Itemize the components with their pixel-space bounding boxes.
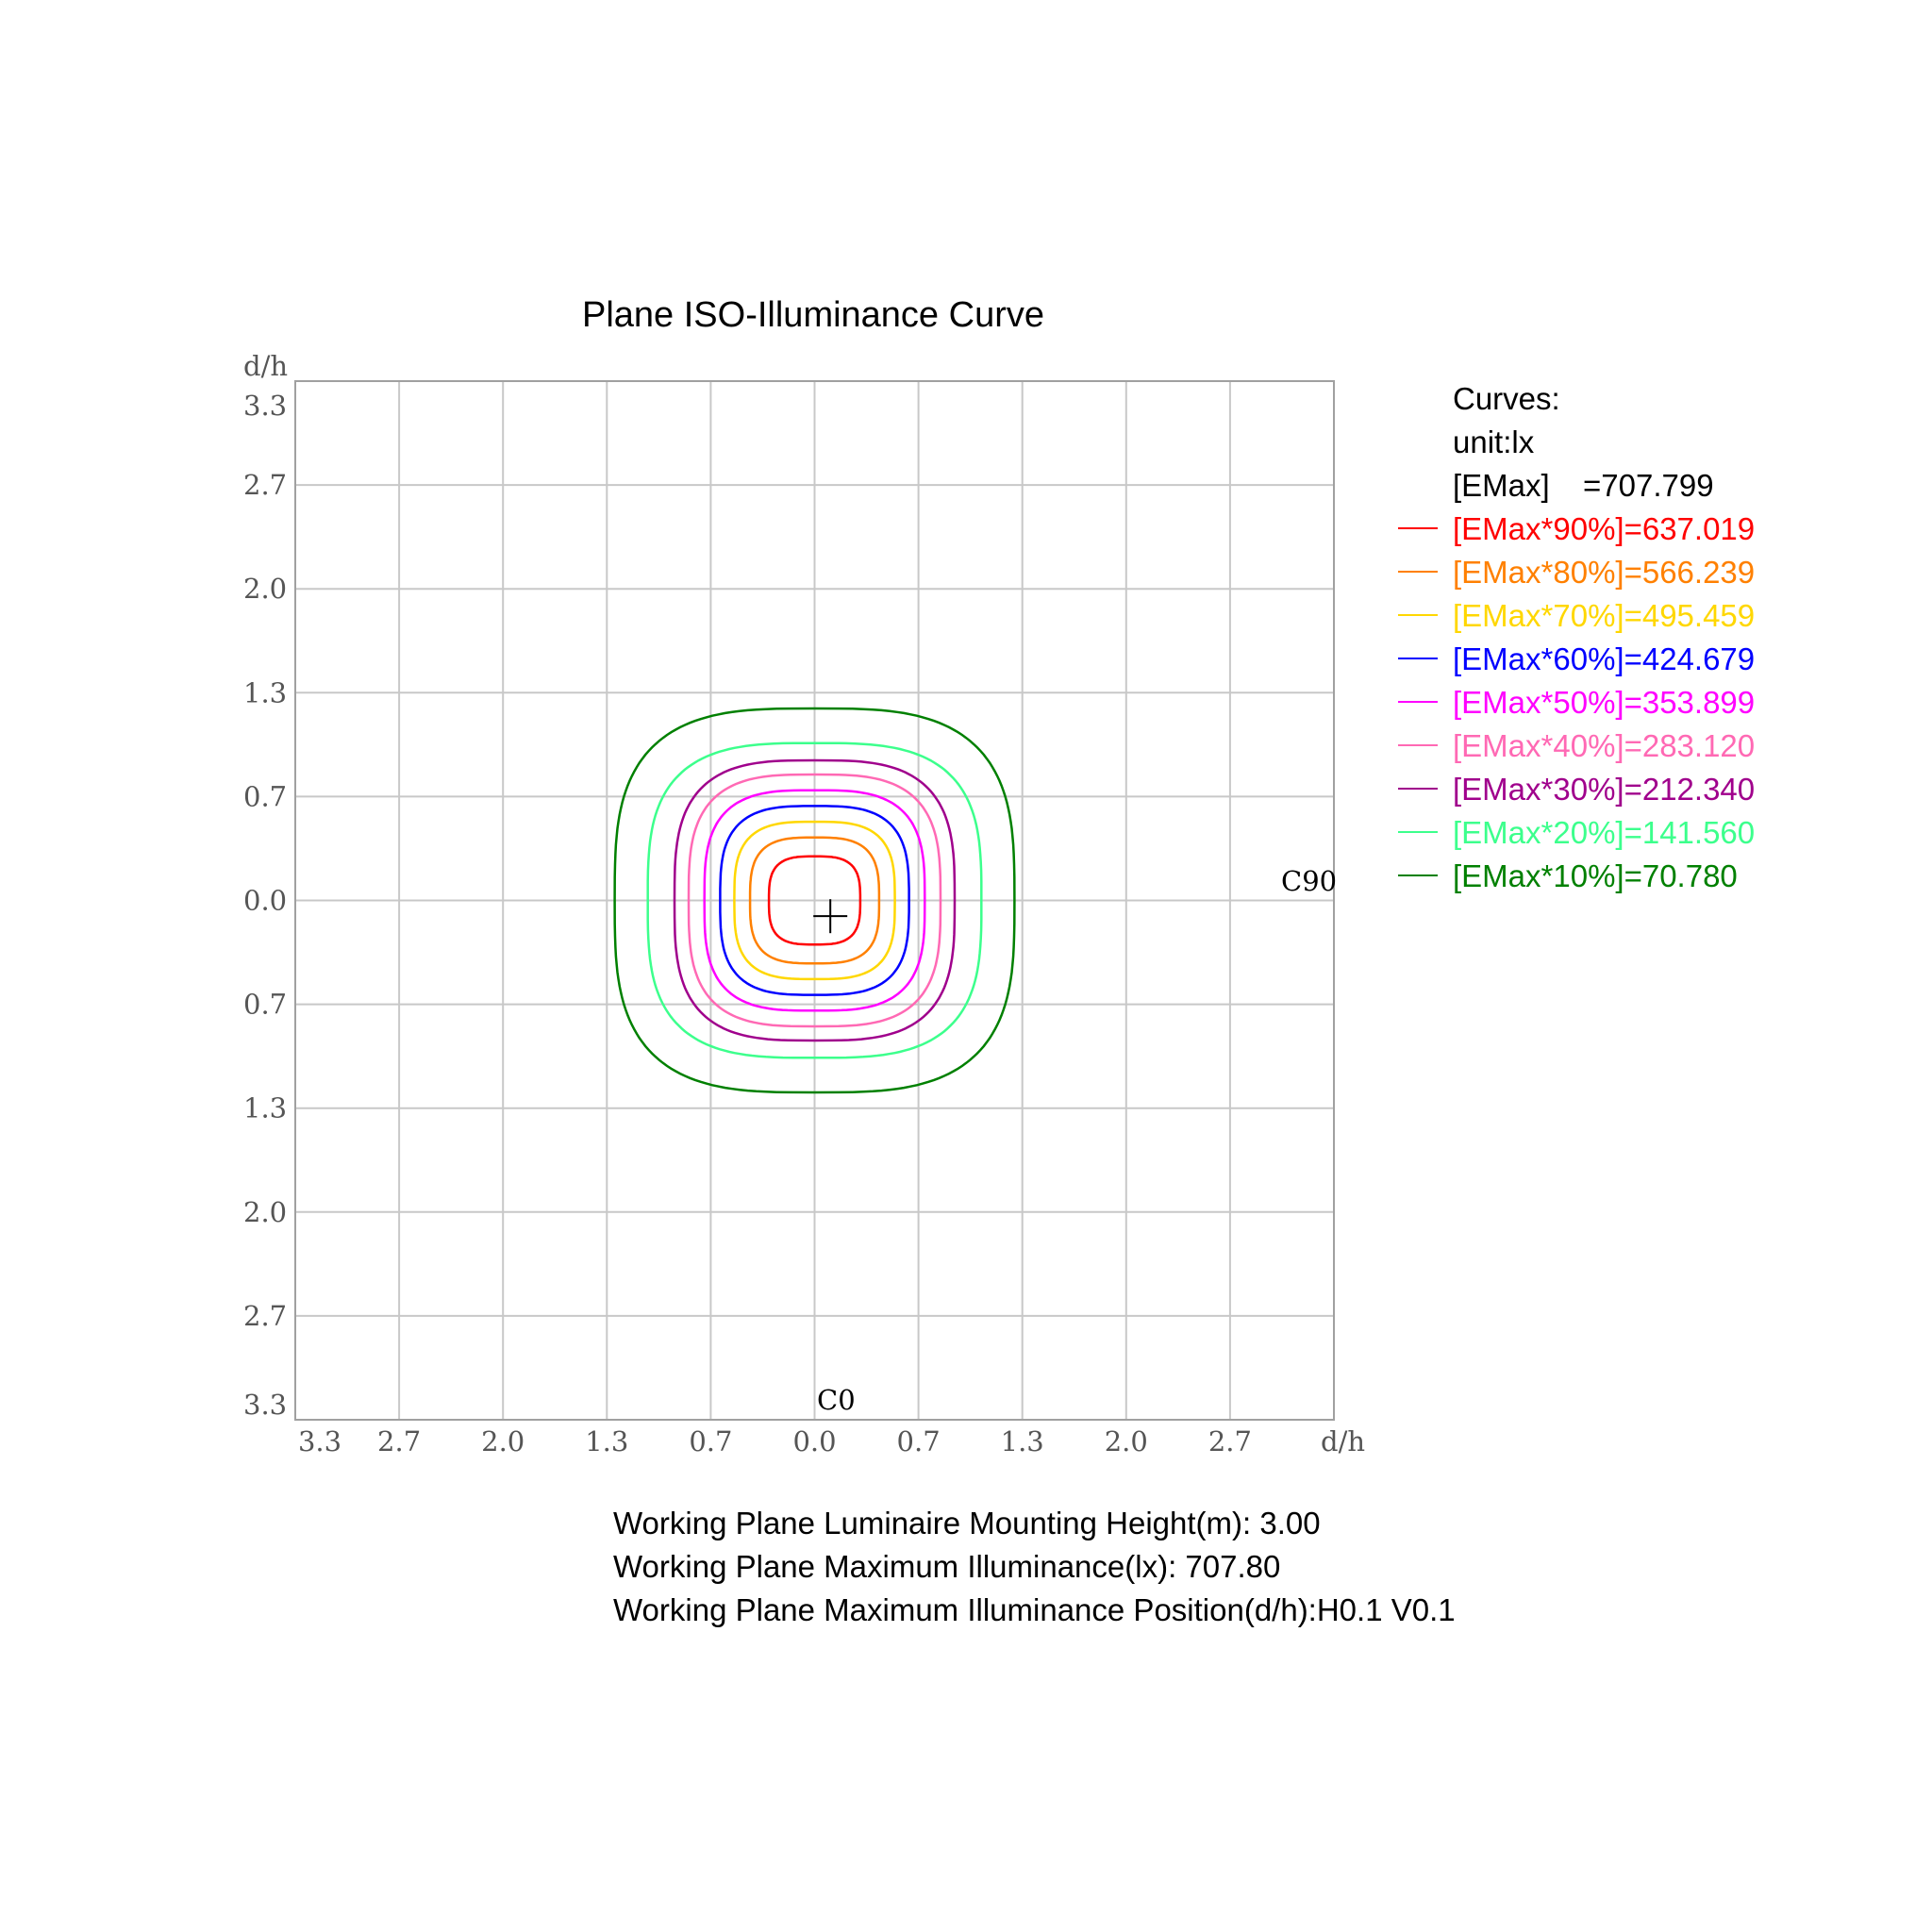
y-tick-label: 0.7 — [243, 780, 287, 812]
legend-emax-value: =707.799 — [1583, 468, 1714, 503]
y-tick-label: 2.0 — [243, 573, 287, 605]
contour-20-percent — [646, 741, 983, 1059]
plot-grid — [295, 381, 1334, 1420]
contour-90-percent — [767, 855, 862, 946]
legend-item-label: [EMax*90%]=637.019 — [1453, 511, 1755, 546]
x-tick-label: 2.7 — [1208, 1425, 1252, 1457]
contour-10-percent — [613, 707, 1016, 1094]
y-tick-label: 2.7 — [243, 469, 287, 501]
legend: Curves: unit:lx [EMax] =707.799 [EMax*90… — [1398, 381, 1755, 893]
contour-40-percent — [687, 773, 942, 1028]
contour-70-percent — [733, 820, 896, 981]
chart-title: Plane ISO-Illuminance Curve — [582, 295, 1044, 335]
contour-curves — [613, 707, 1016, 1094]
legend-item-label: [EMax*30%]=212.340 — [1453, 772, 1755, 807]
y-tick-label: 1.3 — [243, 676, 287, 708]
y-tick-label: 0.7 — [243, 989, 287, 1021]
contour-30-percent — [673, 758, 957, 1042]
x-tick-label: 0.7 — [689, 1425, 732, 1457]
info-max-illuminance: Working Plane Maximum Illuminance(lx): 7… — [613, 1549, 1280, 1584]
y-tick-label: 1.3 — [243, 1092, 287, 1124]
legend-unit: unit:lx — [1453, 425, 1535, 459]
info-max-position: Working Plane Maximum Illuminance Positi… — [613, 1592, 1456, 1627]
legend-item-label: [EMax*20%]=141.560 — [1453, 815, 1755, 850]
x-tick-labels: 3.3 2.7 2.0 1.3 0.7 0.0 0.7 1.3 2.0 2.7 — [298, 1425, 1252, 1457]
x-tick-label: 1.3 — [1001, 1425, 1044, 1457]
max-illuminance-marker — [813, 899, 848, 934]
y-tick-label: 3.3 — [243, 1389, 287, 1421]
x-tick-label: 0.0 — [792, 1425, 836, 1457]
legend-item-label: [EMax*40%]=283.120 — [1453, 728, 1755, 763]
x-axis-label: d/h — [1321, 1425, 1365, 1457]
legend-item-label: [EMax*80%]=566.239 — [1453, 555, 1755, 590]
x-tick-label: 0.7 — [897, 1425, 941, 1457]
legend-emax-label: [EMax] — [1453, 468, 1550, 503]
y-tick-label: 2.7 — [243, 1300, 287, 1332]
contour-60-percent — [719, 805, 910, 996]
c90-label: C90 — [1281, 865, 1337, 897]
y-tick-label: 3.3 — [243, 390, 287, 422]
legend-item-label: [EMax*10%]=70.780 — [1453, 858, 1738, 893]
legend-item-label: [EMax*50%]=353.899 — [1453, 685, 1755, 720]
contour-50-percent — [703, 789, 926, 1012]
legend-items: [EMax*90%]=637.019 [EMax*80%]=566.239 [EMa… — [1398, 511, 1755, 893]
x-tick-label: 2.7 — [377, 1425, 421, 1457]
c0-label: C0 — [817, 1384, 856, 1416]
plot-frame — [294, 380, 1335, 1421]
x-tick-label: 1.3 — [585, 1425, 628, 1457]
x-tick-label: 3.3 — [298, 1425, 341, 1457]
legend-item-label: [EMax*70%]=495.459 — [1453, 598, 1755, 633]
y-tick-label: 2.0 — [243, 1196, 287, 1228]
x-tick-label: 2.0 — [481, 1425, 525, 1457]
y-tick-label: 0.0 — [243, 885, 287, 917]
y-axis-label: d/h — [243, 350, 288, 382]
info-mounting-height: Working Plane Luminaire Mounting Height(… — [613, 1506, 1321, 1541]
legend-item-label: [EMax*60%]=424.679 — [1453, 641, 1755, 676]
info-block: Working Plane Luminaire Mounting Height(… — [613, 1506, 1456, 1627]
y-tick-labels: 3.3 2.7 2.0 1.3 0.7 0.0 0.7 1.3 2.0 2.7 3.3 — [243, 390, 287, 1421]
legend-heading: Curves: — [1453, 381, 1560, 416]
contour-80-percent — [748, 836, 881, 965]
x-tick-label: 2.0 — [1105, 1425, 1148, 1457]
